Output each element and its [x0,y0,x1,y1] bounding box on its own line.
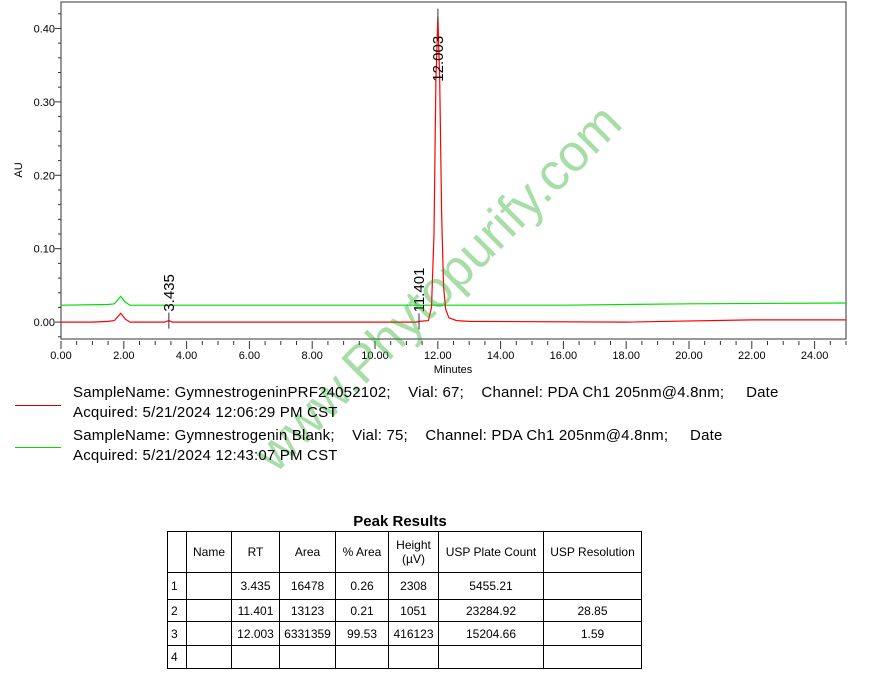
x-tick-label: 22.00 [738,350,766,362]
cell-index: 1 [167,572,187,600]
cell-resolution: 28.85 [543,599,642,622]
x-axis-label: Minutes [434,364,473,376]
cell-index: 2 [167,599,187,622]
x-tick-label: 20.00 [675,350,703,362]
cell-resolution [543,645,642,669]
x-tick-label: 6.00 [239,350,260,362]
cell-name [186,572,232,600]
cell-plate-count [438,645,544,669]
legend-line-green [15,447,61,448]
table-row: 2 11.401 13123 0.21 1051 23284.92 28.85 [167,599,642,622]
cell-name [186,621,232,646]
table-row: 1 3.435 16478 0.26 2308 5455.21 [167,572,642,600]
x-tick-label: 0.00 [50,350,71,362]
cell-rt: 12.003 [231,621,280,646]
y-tick-label: 0.10 [34,244,55,256]
cell-height: 416123 [388,621,439,646]
header-resolution: USP Resolution [543,531,642,573]
legend-entry-1-line2: Acquired: 5/21/2024 12:06:29 PM CST [73,404,338,421]
x-tick-label: 2.00 [113,350,134,362]
plot-frame [60,1,847,340]
legend-entry-2-line1: SampleName: Gymnestrogenin Blank; Vial: … [73,427,723,444]
x-tick-label: 16.00 [550,350,578,362]
y-axis-label: AU [13,162,25,177]
cell-name [186,645,232,669]
cell-height: 1051 [388,599,439,622]
cell-pct-area: 99.53 [335,621,389,646]
x-tick-label: 18.00 [612,350,640,362]
cell-plate-count: 23284.92 [438,599,544,622]
peak-results-table: Name RT Area % Area Height (µV) USP Plat… [167,531,642,669]
header-height: Height (µV) [388,531,439,573]
cell-plate-count: 5455.21 [438,572,544,600]
header-area: Area [279,531,336,573]
y-tick-label: 0.40 [34,23,55,35]
cell-name [186,599,232,622]
legend-entry-1-line1: SampleName: GymnestrogeninPRF24052102; V… [73,384,779,401]
watermark-text: www.Phytopurify.com [242,93,632,483]
cell-pct-area: 0.26 [335,572,389,600]
cell-index: 4 [167,645,187,669]
header-plate-count: USP Plate Count [438,531,544,573]
cell-area: 6331359 [279,621,336,646]
cell-resolution: 1.59 [543,621,642,646]
x-tick-label: 24.00 [801,350,829,362]
x-tick-label: 14.00 [487,350,515,362]
peak-label: 12.003 [430,36,447,82]
x-tick-label: 10.00 [361,350,389,362]
cell-pct-area: 0.21 [335,599,389,622]
chromatogram-chart: 0.00 2.00 4.00 6.00 8.00 10.00 12.00 14.00 16.00… [13,1,847,484]
legend-entry-2-line2: Acquired: 5/21/2024 12:43:07 PM CST [73,447,338,464]
cell-plate-count: 15204.66 [438,621,544,646]
table-row: 3 12.003 6331359 99.53 416123 15204.66 1.59 [167,621,642,646]
series-line-sample [61,16,846,323]
header-name: Name [186,531,232,573]
peak-label: 3.435 [161,274,178,312]
table-header-row: Name RT Area % Area Height (µV) USP Plat… [167,531,642,573]
header-rt: RT [231,531,280,573]
header-index [167,531,187,573]
y-tick-label: 0.20 [34,170,55,182]
cell-area [279,645,336,669]
series-line-blank [60,295,847,306]
x-tick-label: 4.00 [176,350,197,362]
cell-pct-area [335,645,389,669]
cell-area: 16478 [279,572,336,600]
y-tick-label: 0.00 [34,317,55,329]
x-tick-label: 12.00 [424,350,452,362]
cell-area: 13123 [279,599,336,622]
x-tick-label: 8.00 [301,350,322,362]
cell-height: 2308 [388,572,439,600]
y-tick-label: 0.30 [34,97,55,109]
peak-label: 11.401 [411,268,428,313]
header-pct-area: % Area [335,531,389,573]
cell-rt [231,645,280,669]
peak-results-title: Peak Results [353,513,447,530]
table-row: 4 [167,645,642,669]
cell-index: 3 [167,621,187,646]
cell-height [388,645,439,669]
cell-rt: 11.401 [231,599,280,622]
cell-resolution [543,572,642,600]
legend-line-red [15,405,61,406]
cell-rt: 3.435 [231,572,280,600]
